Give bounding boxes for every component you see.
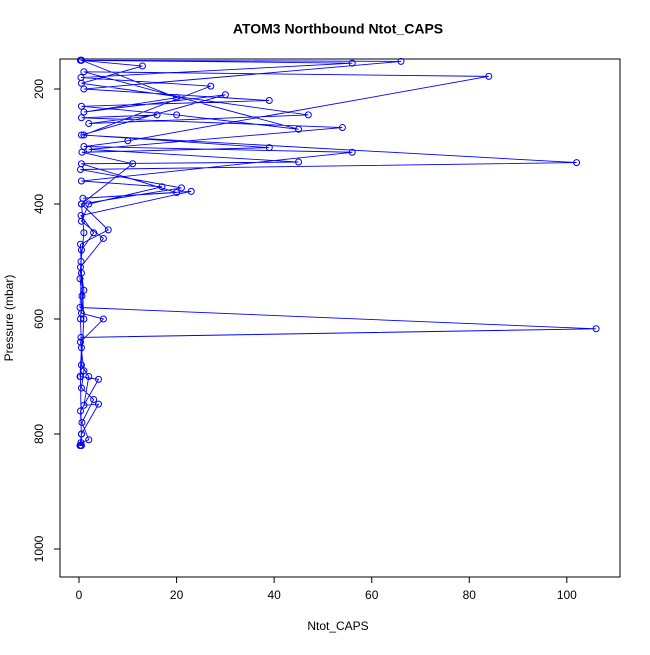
data-point: [80, 85, 88, 93]
data-point: [99, 315, 107, 323]
plot-frame: [59, 58, 621, 578]
data-point: [295, 158, 303, 166]
data-point: [129, 160, 137, 168]
y-tick-label: 1000: [32, 535, 46, 562]
data-point: [77, 258, 85, 266]
data-point: [77, 212, 85, 220]
data-point: [153, 111, 161, 119]
data-point: [95, 375, 103, 383]
x-tick-label: 100: [557, 588, 577, 602]
data-point: [207, 82, 215, 90]
data-point: [158, 183, 166, 191]
data-point: [77, 439, 85, 447]
data-point: [76, 315, 84, 323]
x-tick-label: 0: [76, 588, 83, 602]
data-point: [77, 74, 85, 82]
data-point: [80, 315, 88, 323]
data-point: [338, 124, 346, 132]
data-point: [80, 401, 88, 409]
data-point: [76, 275, 84, 283]
data-point: [85, 145, 93, 153]
data-point: [173, 189, 181, 197]
data-point: [573, 159, 581, 167]
data-point: [348, 59, 356, 67]
data-point: [80, 131, 88, 139]
data-point: [295, 125, 303, 133]
data-line: [79, 59, 597, 446]
x-axis-label: Ntot_CAPS: [307, 619, 368, 633]
chart-title: ATOM3 Northbound Ntot_CAPS: [233, 21, 443, 37]
data-point: [104, 226, 112, 234]
data-point: [77, 246, 85, 254]
x-tick-label: 20: [170, 588, 184, 602]
data-point: [221, 91, 229, 99]
data-point: [77, 384, 85, 392]
data-point: [187, 187, 195, 195]
data-point: [77, 361, 85, 369]
data-point: [177, 184, 185, 192]
data-point: [77, 114, 85, 122]
data-point: [77, 160, 85, 168]
data-point: [138, 62, 146, 70]
data-point: [397, 57, 405, 65]
y-tick-label: 600: [32, 309, 46, 329]
data-point: [124, 137, 132, 145]
data-point: [77, 131, 85, 139]
y-axis-label: Pressure (mbar): [2, 275, 16, 362]
data-point: [80, 68, 88, 76]
data-point: [265, 144, 273, 152]
data-point: [95, 400, 103, 408]
data-point: [78, 292, 86, 300]
data-point: [90, 396, 98, 404]
data-point: [77, 344, 85, 352]
y-tick-label: 400: [32, 194, 46, 214]
data-point: [80, 367, 88, 375]
data-point: [76, 407, 84, 415]
data-point: [85, 200, 93, 208]
data-point: [348, 148, 356, 156]
x-tick-label: 80: [463, 588, 477, 602]
data-point: [80, 108, 88, 116]
data-point: [592, 325, 600, 333]
data-point: [85, 436, 93, 444]
data-point: [78, 419, 86, 427]
data-point: [90, 229, 98, 237]
data-point: [485, 72, 493, 80]
data-point: [77, 442, 85, 450]
data-point: [78, 148, 86, 156]
data-point: [173, 94, 181, 102]
data-point: [77, 102, 85, 110]
data-point: [77, 333, 85, 341]
x-tick-label: 60: [365, 588, 379, 602]
data-point: [77, 430, 85, 438]
y-tick-label: 200: [32, 79, 46, 99]
data-point: [265, 97, 273, 105]
data-point: [99, 235, 107, 243]
data-point: [77, 200, 85, 208]
y-tick-label: 800: [32, 424, 46, 444]
data-point: [80, 229, 88, 237]
data-point: [77, 177, 85, 185]
data-point: [85, 373, 93, 381]
x-tick-label: 40: [267, 588, 281, 602]
data-point: [85, 120, 93, 128]
data-point: [173, 111, 181, 119]
data-point: [76, 373, 84, 381]
data-point: [76, 56, 84, 64]
data-point: [304, 111, 312, 119]
